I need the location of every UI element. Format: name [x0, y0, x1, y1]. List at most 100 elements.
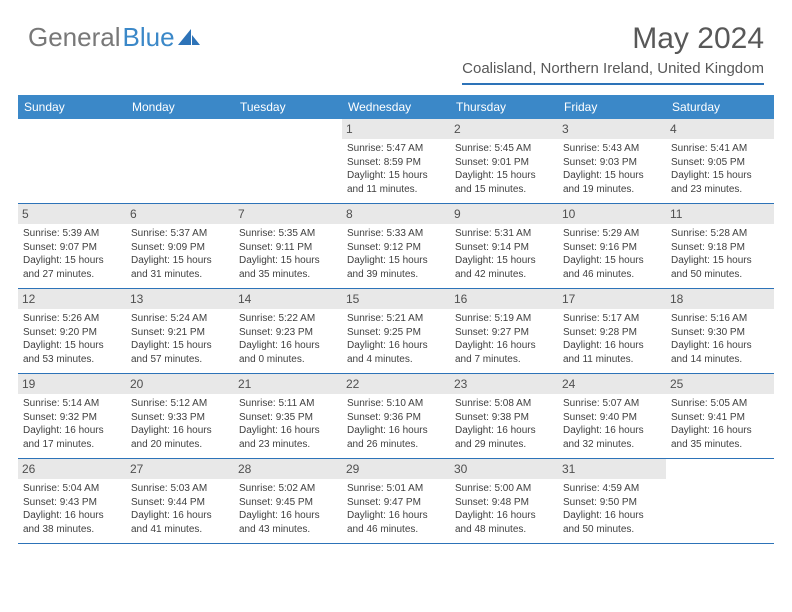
sunrise-line: Sunrise: 5:08 AM	[455, 397, 553, 411]
calendar-day: 17Sunrise: 5:17 AMSunset: 9:28 PMDayligh…	[558, 289, 666, 373]
calendar-day: 10Sunrise: 5:29 AMSunset: 9:16 PMDayligh…	[558, 204, 666, 288]
day-number: 16	[450, 289, 558, 309]
calendar-body: ...1Sunrise: 5:47 AMSunset: 8:59 PMDayli…	[18, 119, 774, 544]
day-number: 10	[558, 204, 666, 224]
day-number: 7	[234, 204, 342, 224]
daylight-line: Daylight: 16 hours and 11 minutes.	[563, 339, 661, 366]
day-number: 20	[126, 374, 234, 394]
sunrise-line: Sunrise: 5:24 AM	[131, 312, 229, 326]
day-number: 2	[450, 119, 558, 139]
sunrise-line: Sunrise: 5:07 AM	[563, 397, 661, 411]
day-number: 4	[666, 119, 774, 139]
sunset-line: Sunset: 9:33 PM	[131, 411, 229, 425]
daylight-line: Daylight: 16 hours and 29 minutes.	[455, 424, 553, 451]
calendar-day: 16Sunrise: 5:19 AMSunset: 9:27 PMDayligh…	[450, 289, 558, 373]
sunrise-line: Sunrise: 5:17 AM	[563, 312, 661, 326]
day-number: 25	[666, 374, 774, 394]
calendar-day: 27Sunrise: 5:03 AMSunset: 9:44 PMDayligh…	[126, 459, 234, 543]
daylight-line: Daylight: 15 hours and 57 minutes.	[131, 339, 229, 366]
sunset-line: Sunset: 9:21 PM	[131, 326, 229, 340]
sunset-line: Sunset: 9:20 PM	[23, 326, 121, 340]
weekday-header-row: SundayMondayTuesdayWednesdayThursdayFrid…	[18, 95, 774, 119]
brand-sail-icon	[178, 29, 200, 47]
sunset-line: Sunset: 9:32 PM	[23, 411, 121, 425]
day-number: 5	[18, 204, 126, 224]
sunset-line: Sunset: 9:05 PM	[671, 156, 769, 170]
sunrise-line: Sunrise: 5:39 AM	[23, 227, 121, 241]
sunrise-line: Sunrise: 5:43 AM	[563, 142, 661, 156]
sunrise-line: Sunrise: 5:01 AM	[347, 482, 445, 496]
sunrise-line: Sunrise: 5:26 AM	[23, 312, 121, 326]
day-number: 14	[234, 289, 342, 309]
sunset-line: Sunset: 9:48 PM	[455, 496, 553, 510]
sunset-line: Sunset: 9:35 PM	[239, 411, 337, 425]
brand-logo: GeneralBlue	[28, 22, 200, 53]
calendar-day: 24 Sunrise: 5:07 AMSunset: 9:40 PMDayligh…	[558, 374, 666, 458]
sunset-line: Sunset: 8:59 PM	[347, 156, 445, 170]
location-line: Coalisland, Northern Ireland, United Kin…	[462, 60, 764, 85]
sunset-line: Sunset: 9:38 PM	[455, 411, 553, 425]
daylight-line: Daylight: 15 hours and 39 minutes.	[347, 254, 445, 281]
weekday-label: Sunday	[18, 95, 126, 119]
sunset-line: Sunset: 9:14 PM	[455, 241, 553, 255]
sunrise-line: Sunrise: 5:05 AM	[671, 397, 769, 411]
calendar-day: 12Sunrise: 5:26 AMSunset: 9:20 PMDayligh…	[18, 289, 126, 373]
day-number: 24	[558, 374, 666, 394]
calendar-day: 2Sunrise: 5:45 AMSunset: 9:01 PMDaylight…	[450, 119, 558, 203]
day-number: 1	[342, 119, 450, 139]
sunrise-line: Sunrise: 5:22 AM	[239, 312, 337, 326]
sunset-line: Sunset: 9:07 PM	[23, 241, 121, 255]
day-number: 18	[666, 289, 774, 309]
calendar-day: .	[126, 119, 234, 203]
sunset-line: Sunset: 9:23 PM	[239, 326, 337, 340]
sunset-line: Sunset: 9:25 PM	[347, 326, 445, 340]
sunset-line: Sunset: 9:45 PM	[239, 496, 337, 510]
weekday-label: Friday	[558, 95, 666, 119]
day-number: 11	[666, 204, 774, 224]
sunset-line: Sunset: 9:50 PM	[563, 496, 661, 510]
calendar-week: ...1Sunrise: 5:47 AMSunset: 8:59 PMDayli…	[18, 119, 774, 204]
sunrise-line: Sunrise: 5:02 AM	[239, 482, 337, 496]
calendar-day: 22Sunrise: 5:10 AMSunset: 9:36 PMDayligh…	[342, 374, 450, 458]
calendar-day: 20Sunrise: 5:12 AMSunset: 9:33 PMDayligh…	[126, 374, 234, 458]
sunset-line: Sunset: 9:12 PM	[347, 241, 445, 255]
sunrise-line: Sunrise: 5:29 AM	[563, 227, 661, 241]
sunset-line: Sunset: 9:40 PM	[563, 411, 661, 425]
calendar-day: 5 Sunrise: 5:39 AMSunset: 9:07 PMDaylight…	[18, 204, 126, 288]
day-number: 30	[450, 459, 558, 479]
daylight-line: Daylight: 15 hours and 27 minutes.	[23, 254, 121, 281]
sunrise-line: Sunrise: 5:45 AM	[455, 142, 553, 156]
day-number: 27	[126, 459, 234, 479]
daylight-line: Daylight: 16 hours and 46 minutes.	[347, 509, 445, 536]
daylight-line: Daylight: 16 hours and 32 minutes.	[563, 424, 661, 451]
calendar-day: 28Sunrise: 5:02 AMSunset: 9:45 PMDayligh…	[234, 459, 342, 543]
sunrise-line: Sunrise: 5:19 AM	[455, 312, 553, 326]
day-number: 12	[18, 289, 126, 309]
calendar-day: 23Sunrise: 5:08 AMSunset: 9:38 PMDayligh…	[450, 374, 558, 458]
calendar-day: 3Sunrise: 5:43 AMSunset: 9:03 PMDaylight…	[558, 119, 666, 203]
sunrise-line: Sunrise: 5:31 AM	[455, 227, 553, 241]
calendar-day: 4Sunrise: 5:41 AMSunset: 9:05 PMDaylight…	[666, 119, 774, 203]
calendar-day: 11Sunrise: 5:28 AMSunset: 9:18 PMDayligh…	[666, 204, 774, 288]
calendar-week: 5Sunrise: 5:39 AMSunset: 9:07 PMDaylight…	[18, 204, 774, 289]
calendar-day: 26Sunrise: 5:04 AMSunset: 9:43 PMDayligh…	[18, 459, 126, 543]
calendar-week: 26Sunrise: 5:04 AMSunset: 9:43 PMDayligh…	[18, 459, 774, 544]
sunrise-line: Sunrise: 5:28 AM	[671, 227, 769, 241]
day-number: 31	[558, 459, 666, 479]
month-title: May 2024	[462, 22, 764, 56]
day-number: 28	[234, 459, 342, 479]
sunset-line: Sunset: 9:28 PM	[563, 326, 661, 340]
daylight-line: Daylight: 16 hours and 48 minutes.	[455, 509, 553, 536]
brand-part2: Blue	[123, 22, 175, 53]
daylight-line: Daylight: 15 hours and 50 minutes.	[671, 254, 769, 281]
day-number: 29	[342, 459, 450, 479]
weekday-label: Thursday	[450, 95, 558, 119]
calendar-day: 15Sunrise: 5:21 AMSunset: 9:25 PMDayligh…	[342, 289, 450, 373]
sunrise-line: Sunrise: 5:10 AM	[347, 397, 445, 411]
calendar-day: 1Sunrise: 5:47 AMSunset: 8:59 PMDaylight…	[342, 119, 450, 203]
calendar-day: 29Sunrise: 5:01 AMSunset: 9:47 PMDayligh…	[342, 459, 450, 543]
sunset-line: Sunset: 9:43 PM	[23, 496, 121, 510]
day-number: 13	[126, 289, 234, 309]
day-number: 9	[450, 204, 558, 224]
sunrise-line: Sunrise: 4:59 AM	[563, 482, 661, 496]
